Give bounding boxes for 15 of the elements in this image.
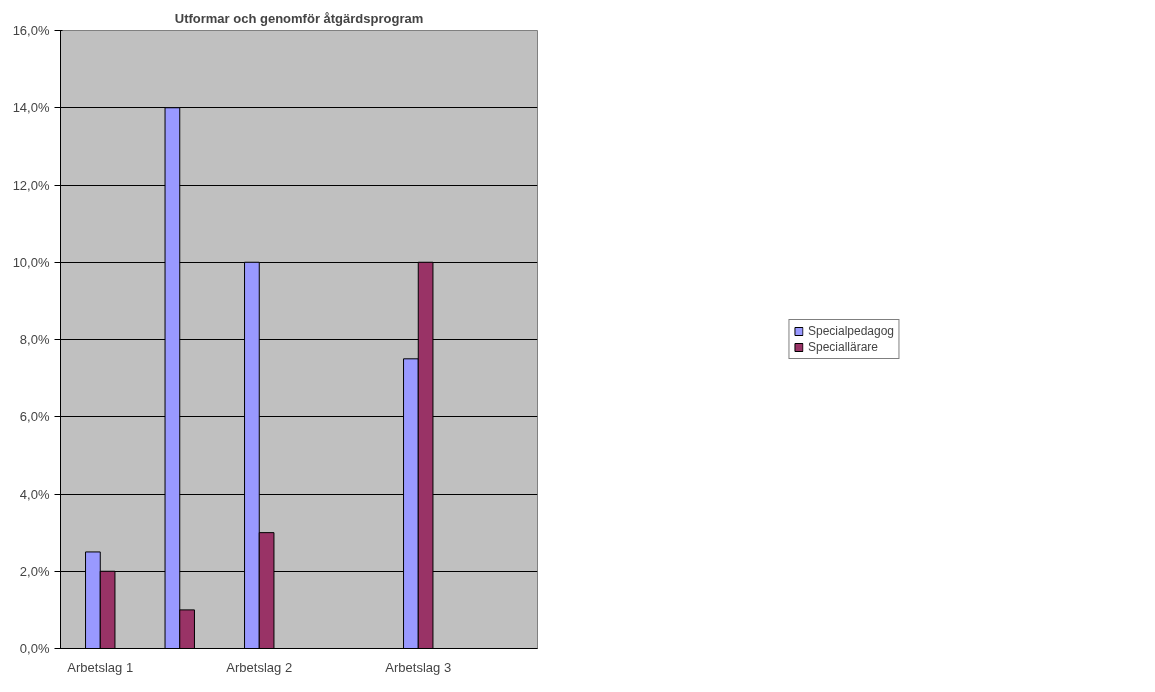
y-tick-label: 0,0% <box>19 641 50 656</box>
y-tick-label: 14,0% <box>12 100 50 116</box>
y-tick-label: 8,0% <box>19 332 50 347</box>
x-tick-label: Arbetslag 1 <box>67 659 134 675</box>
y-tick-label: 16,0% <box>12 23 50 38</box>
y-tick-label: 4,0% <box>19 486 50 502</box>
legend-label: Specialpedagog <box>807 324 895 338</box>
y-tick-label: 6,0% <box>19 409 50 425</box>
y-tick-label: 10,0% <box>12 254 50 270</box>
x-tick-label: Arbetslag 3 <box>385 659 452 675</box>
legend-label: Speciallärare <box>807 340 879 354</box>
y-tick-label: 2,0% <box>19 563 50 579</box>
chart-title: Utformar och genomför åtgärdsprogram <box>174 10 424 26</box>
y-tick-label: 12,0% <box>12 177 50 193</box>
x-tick-label: Arbetslag 2 <box>226 659 293 675</box>
